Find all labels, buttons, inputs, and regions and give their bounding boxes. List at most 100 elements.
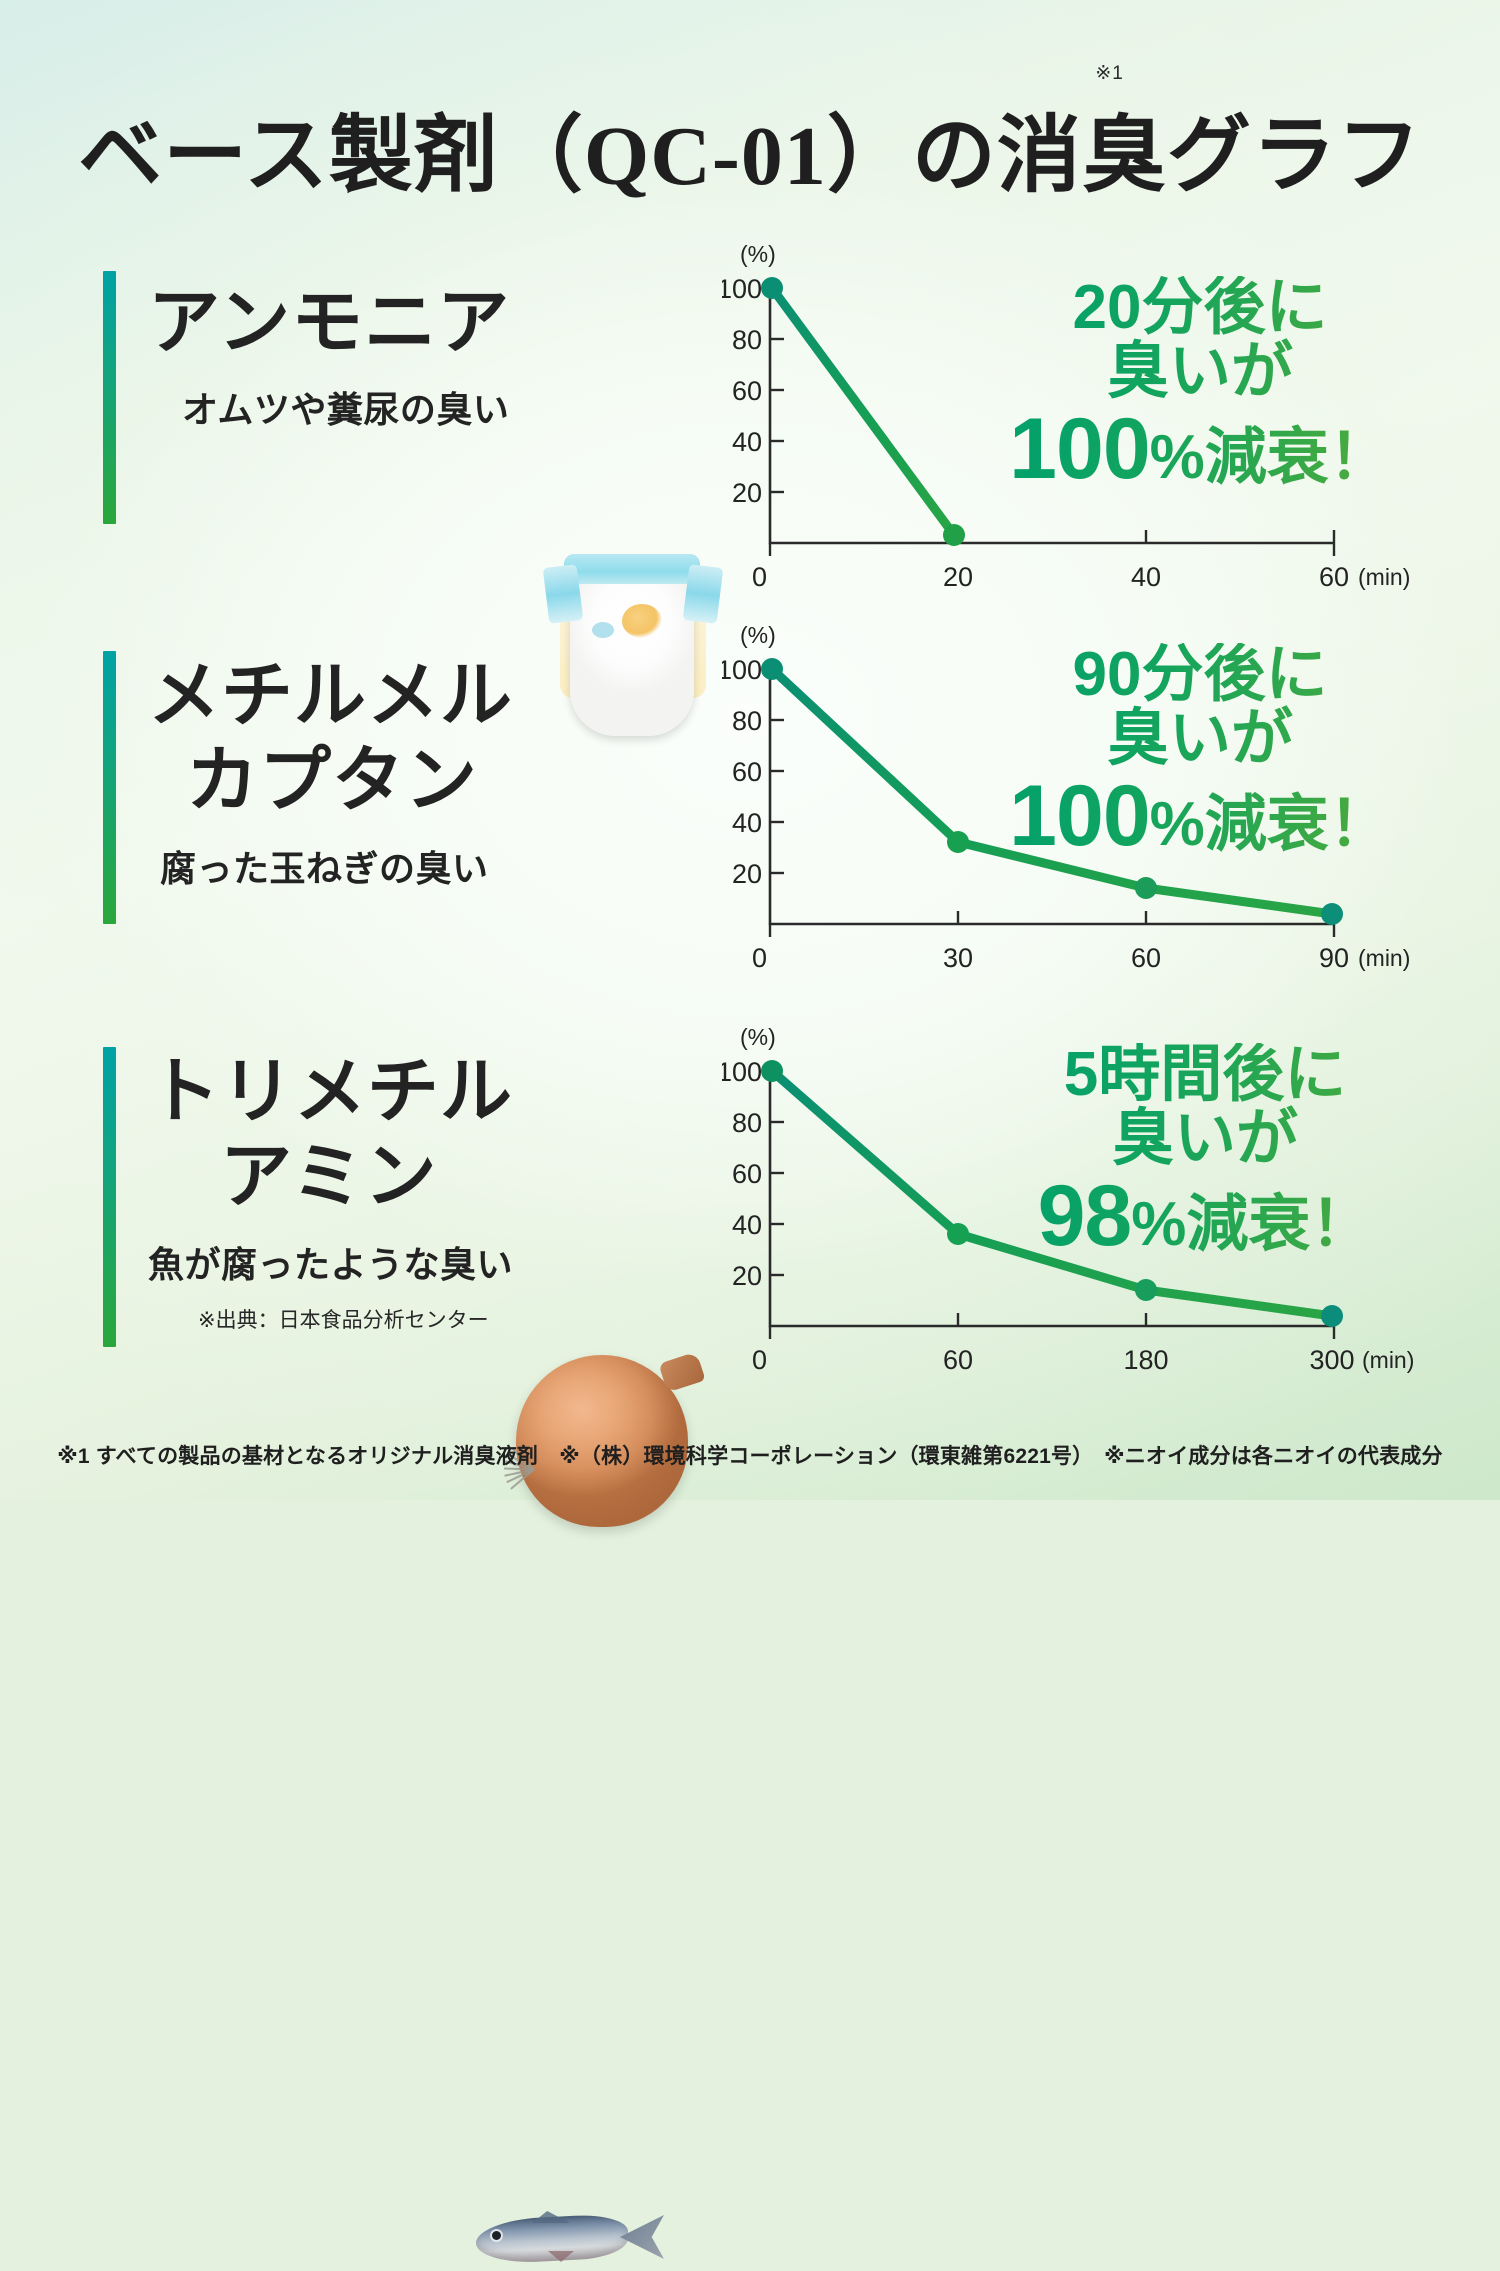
y-axis-unit-label: (%) — [740, 1024, 776, 1050]
x-axis-unit-label: (min) — [1362, 1347, 1414, 1373]
fish-tail — [620, 2215, 664, 2259]
diaper-photo — [542, 544, 724, 744]
accent-bar — [103, 1047, 116, 1347]
series-line — [767, 283, 959, 540]
y-tick-label-40: 40 — [732, 808, 762, 838]
headline-value: 100 — [1009, 400, 1150, 497]
y-tick-label-100: 100 — [722, 1057, 762, 1087]
y-tick-label-40: 40 — [732, 427, 762, 457]
chart-trimethylamine-svg: (%) 100 80 60 40 20 0 60 180 300 (min) — [722, 1024, 1414, 1375]
headline-line-2: 臭いが — [1111, 1104, 1298, 1174]
chart-trimethylamine: (%) 100 80 60 40 20 0 60 180 300 (min) — [722, 1021, 1422, 1381]
chemical-name: メチルメル — [148, 656, 514, 736]
diaper-tab-right — [682, 564, 724, 624]
headline-line-1: 5時間後に — [1063, 1040, 1347, 1109]
chemical-name-line2: カプタン — [186, 741, 479, 822]
diaper-waistband — [564, 554, 700, 584]
section-ammonia: アンモニア オムツや糞尿の臭い (%) — [0, 241, 1500, 736]
section-label-block: メチルメル カプタン 腐った玉ねぎの臭い — [148, 656, 514, 892]
y-tick-label-20: 20 — [732, 478, 762, 508]
chart-ammonia-svg: (%) 100 80 60 40 20 0 20 40 — [722, 241, 1410, 592]
data-point-300min — [1321, 1305, 1343, 1327]
chemical-name: トリメチル — [148, 1052, 514, 1132]
chemical-source-note: ※出典：日本食品分析センター — [198, 1308, 489, 1332]
y-axis-unit-label: (%) — [740, 241, 776, 267]
section-trimethylamine: トリメチル アミン 魚が腐ったような臭い ※出典：日本食品分析センター (%) … — [0, 1024, 1500, 2265]
data-point-30min — [947, 831, 969, 853]
data-point-0min — [761, 277, 783, 299]
x-tick-label-60: 60 — [1319, 562, 1349, 592]
diaper-print-decoration — [622, 604, 662, 638]
chemical-name-line2: アミン — [220, 1137, 438, 1218]
y-tick-label-60: 60 — [732, 376, 762, 406]
x-tick-label-20: 20 — [943, 562, 973, 592]
chemical-subtitle: 腐った玉ねぎの臭い — [160, 847, 489, 889]
headline-value: 100 — [1009, 767, 1150, 864]
x-tick-label-60: 60 — [1131, 943, 1161, 973]
accent-bar — [103, 271, 116, 524]
headline-line-2: 臭いが — [1106, 704, 1293, 774]
data-point-180min — [1135, 1279, 1157, 1301]
y-tick-label-80: 80 — [732, 706, 762, 736]
y-tick-label-40: 40 — [732, 1210, 762, 1240]
headline-unit: %減衰！ — [1149, 789, 1391, 859]
chart-methyl-mercaptan: (%) 100 80 60 40 20 0 30 60 90 (min) — [722, 619, 1422, 979]
headline-value: 98 — [1037, 1167, 1132, 1264]
y-tick-label-60: 60 — [732, 757, 762, 787]
page-title-text: ベース製剤（QC-01）の消臭グラフ — [78, 110, 1422, 203]
page-title-footnote-marker: ※1 — [1095, 63, 1124, 84]
section-label-block: アンモニア オムツや糞尿の臭い — [148, 283, 511, 433]
y-tick-label-100: 100 — [722, 274, 762, 304]
data-point-60min — [947, 1223, 969, 1245]
x-tick-label-60: 60 — [943, 1345, 973, 1375]
headline-unit: %減衰！ — [1149, 422, 1391, 492]
headline-trimethylamine: 5時間後に 臭いが 98%減衰！ — [1000, 1043, 1410, 1261]
onion-bulb — [516, 1355, 688, 1527]
section-label-block: トリメチル アミン 魚が腐ったような臭い ※出典：日本食品分析センター — [148, 1052, 514, 1334]
data-point-0min — [761, 658, 783, 680]
data-point-0min — [761, 1060, 783, 1082]
y-tick-label-20: 20 — [732, 1261, 762, 1291]
page-title: ベース製剤（QC-01）の消臭グラフ ※1 — [78, 63, 1422, 209]
diaper-tab-left — [542, 564, 584, 624]
fish-eye — [492, 2231, 501, 2240]
onion-photo — [503, 1339, 708, 1539]
data-point-20min — [943, 524, 965, 546]
headline-line-1: 20分後に — [1072, 273, 1328, 342]
y-tick-label-80: 80 — [732, 325, 762, 355]
chart-methyl-mercaptan-svg: (%) 100 80 60 40 20 0 30 60 90 (min) — [722, 622, 1410, 973]
x-axis-unit-label: (min) — [1358, 945, 1410, 971]
accent-bar — [103, 651, 116, 924]
series-line — [767, 664, 1337, 919]
fish-photo — [466, 2207, 666, 2271]
headline-line-3: 98%減衰！ — [1000, 1172, 1410, 1261]
x-tick-label-0: 0 — [752, 562, 767, 592]
headline-line-2: 臭いが — [1106, 337, 1293, 407]
section-methyl-mercaptan: メチルメル カプタン 腐った玉ねぎの臭い (%) 100 — [0, 622, 1500, 1527]
y-tick-label-20: 20 — [732, 859, 762, 889]
diaper-body — [570, 560, 694, 736]
x-axis-unit-label: (min) — [1358, 564, 1410, 590]
headline-unit: %減衰！ — [1131, 1189, 1373, 1259]
headline-ammonia: 20分後に 臭いが 100%減衰！ — [1000, 276, 1400, 494]
x-tick-label-30: 30 — [943, 943, 973, 973]
headline-line-3: 100%減衰！ — [1000, 405, 1400, 494]
x-tick-label-300: 300 — [1309, 1345, 1354, 1375]
x-tick-label-90: 90 — [1319, 943, 1349, 973]
y-tick-label-60: 60 — [732, 1159, 762, 1189]
y-tick-label-100: 100 — [722, 655, 762, 685]
chemical-name: アンモニア — [148, 283, 511, 363]
y-tick-label-80: 80 — [732, 1108, 762, 1138]
chart-ammonia: (%) 100 80 60 40 20 0 20 40 — [722, 238, 1422, 598]
diaper-print-decoration-2 — [592, 622, 614, 638]
data-point-60min — [1135, 877, 1157, 899]
page-title-wrap: ベース製剤（QC-01）の消臭グラフ ※1 — [0, 63, 1500, 209]
data-point-90min — [1321, 903, 1343, 925]
headline-line-1: 90分後に — [1072, 640, 1328, 709]
x-tick-label-0: 0 — [752, 1345, 767, 1375]
x-tick-label-180: 180 — [1123, 1345, 1168, 1375]
x-tick-label-0: 0 — [752, 943, 767, 973]
x-tick-label-40: 40 — [1131, 562, 1161, 592]
headline-methyl-mercaptan: 90分後に 臭いが 100%減衰！ — [990, 643, 1410, 861]
